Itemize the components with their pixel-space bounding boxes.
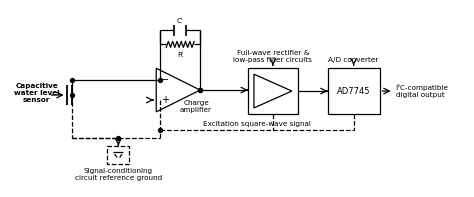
Text: A/D converter: A/D converter (328, 57, 379, 63)
Text: AD7745: AD7745 (337, 86, 370, 96)
Text: Cⁱ: Cⁱ (177, 18, 183, 23)
Bar (328, 68, 380, 114)
Bar (108, 146, 129, 164)
Text: Signal-conditioning
circuit reference ground: Signal-conditioning circuit reference gr… (75, 167, 162, 180)
Bar (248, 68, 298, 114)
Text: Full-wave rectifier &
low-pass filter circuits: Full-wave rectifier & low-pass filter ci… (234, 50, 312, 63)
Text: Capacitive
water level
sensor: Capacitive water level sensor (14, 83, 59, 103)
Text: I²C-compatible
digital output: I²C-compatible digital output (395, 84, 448, 98)
Text: −: − (161, 75, 169, 85)
Text: Charge
amplifier: Charge amplifier (180, 100, 212, 113)
Text: Excitation square-wave signal: Excitation square-wave signal (203, 121, 311, 127)
Text: +: + (161, 95, 169, 105)
Text: Rⁱ: Rⁱ (177, 52, 183, 58)
